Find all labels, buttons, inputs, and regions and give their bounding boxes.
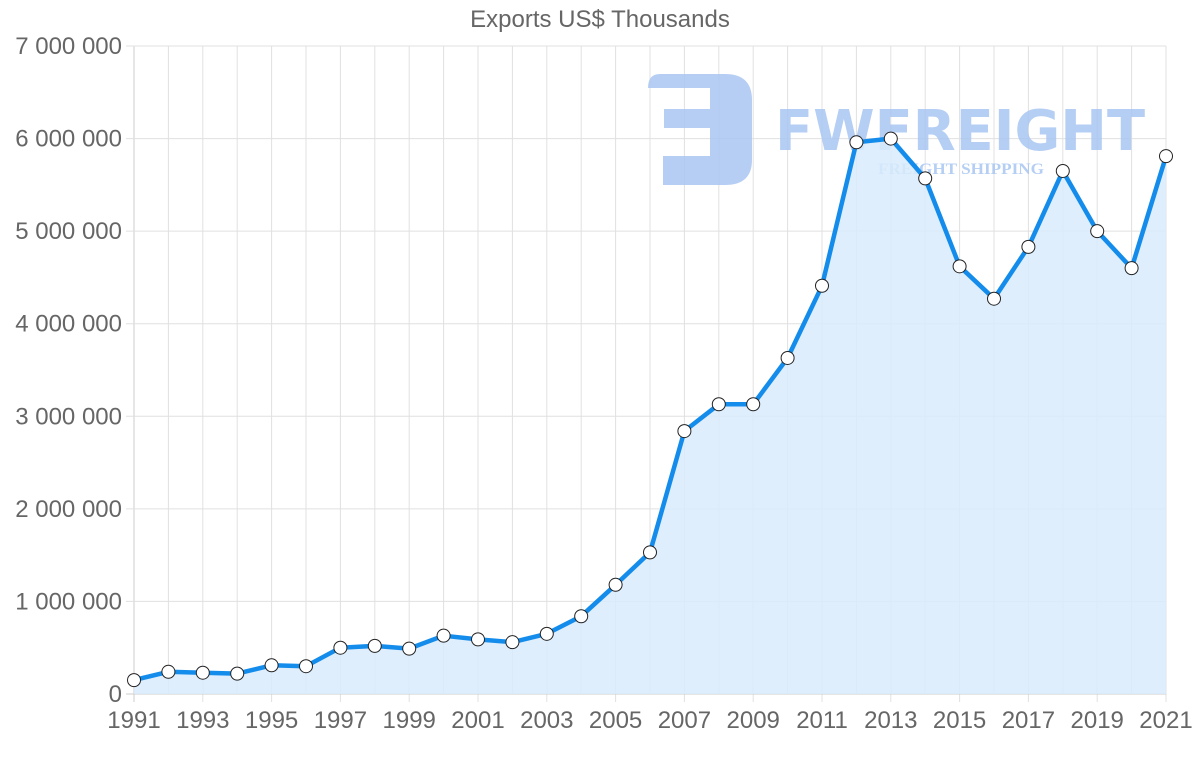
x-tick-label: 2015 [933, 707, 986, 734]
data-point-2005[interactable] [608, 577, 623, 592]
x-tick-label: 2019 [1071, 707, 1124, 734]
data-point-2016[interactable] [987, 291, 1001, 306]
x-tick-label: 1997 [314, 707, 367, 734]
x-tick-label: 1995 [245, 707, 298, 734]
data-point-2006[interactable] [643, 545, 657, 560]
data-series [127, 131, 1173, 695]
data-point-1995[interactable] [264, 658, 279, 673]
y-tick-label: 5 000 000 [15, 218, 122, 245]
data-point-1998[interactable] [367, 638, 382, 653]
x-tick-label: 2021 [1139, 707, 1192, 734]
chart-title: Exports US$ Thousands [470, 6, 730, 33]
data-point-1999[interactable] [402, 641, 417, 656]
data-point-2012[interactable] [849, 135, 864, 150]
data-point-2015[interactable] [952, 259, 967, 274]
data-point-1996[interactable] [299, 659, 313, 674]
data-point-2021[interactable] [1159, 149, 1173, 164]
data-point-2018[interactable] [1055, 163, 1070, 178]
fw-logo-icon [648, 74, 752, 185]
data-point-2004[interactable] [574, 609, 589, 624]
axes: 0 1 000 000 2 000 000 3 000 000 4 000 000 5 0… [15, 33, 1192, 734]
x-tick-label: 2001 [451, 707, 504, 734]
data-point-2002[interactable] [505, 635, 520, 650]
x-tick-label: 2009 [727, 707, 780, 734]
data-point-2008[interactable] [711, 397, 726, 412]
data-point-1992[interactable] [161, 664, 176, 679]
x-tick-label: 2013 [864, 707, 917, 734]
data-point-2014[interactable] [918, 171, 933, 186]
data-point-2009[interactable] [746, 397, 761, 412]
data-point-2010[interactable] [780, 350, 795, 365]
data-point-1997[interactable] [333, 640, 348, 655]
area-fill [134, 138, 1166, 695]
data-point-1994[interactable] [230, 666, 245, 681]
data-point-2013[interactable] [883, 131, 898, 146]
data-point-2007[interactable] [677, 424, 692, 439]
y-tick-label: 0 [109, 681, 122, 708]
data-point-2003[interactable] [539, 626, 554, 641]
x-tick-label: 2003 [520, 707, 573, 734]
x-tick-label: 2011 [796, 707, 848, 734]
data-point-2020[interactable] [1124, 261, 1139, 276]
data-point-1993[interactable] [195, 665, 210, 680]
data-point-1991[interactable] [127, 673, 141, 688]
x-tick-label: 2007 [658, 707, 711, 734]
x-tick-label: 2005 [589, 707, 642, 734]
y-tick-label: 3 000 000 [15, 403, 122, 430]
data-point-2017[interactable] [1021, 239, 1036, 254]
data-point-2019[interactable] [1090, 224, 1105, 239]
data-point-2001[interactable] [471, 632, 485, 647]
data-point-2000[interactable] [436, 628, 451, 643]
y-tick-label: 4 000 000 [15, 311, 122, 338]
y-tick-label: 7 000 000 [15, 33, 122, 60]
watermark-logo: FWFREIGHT FREIGHT SHIPPING [648, 74, 1145, 185]
x-tick-label: 1993 [176, 707, 229, 734]
data-point-2011[interactable] [815, 278, 829, 293]
y-tick-label: 6 000 000 [15, 126, 122, 153]
x-tick-label: 1999 [383, 707, 436, 734]
watermark-brand: FWFREIGHT [775, 99, 1145, 164]
x-tick-label: 1991 [107, 707, 160, 734]
y-tick-label: 1 000 000 [15, 588, 122, 615]
x-tick-label: 2017 [1002, 707, 1055, 734]
y-tick-label: 2 000 000 [15, 496, 122, 523]
